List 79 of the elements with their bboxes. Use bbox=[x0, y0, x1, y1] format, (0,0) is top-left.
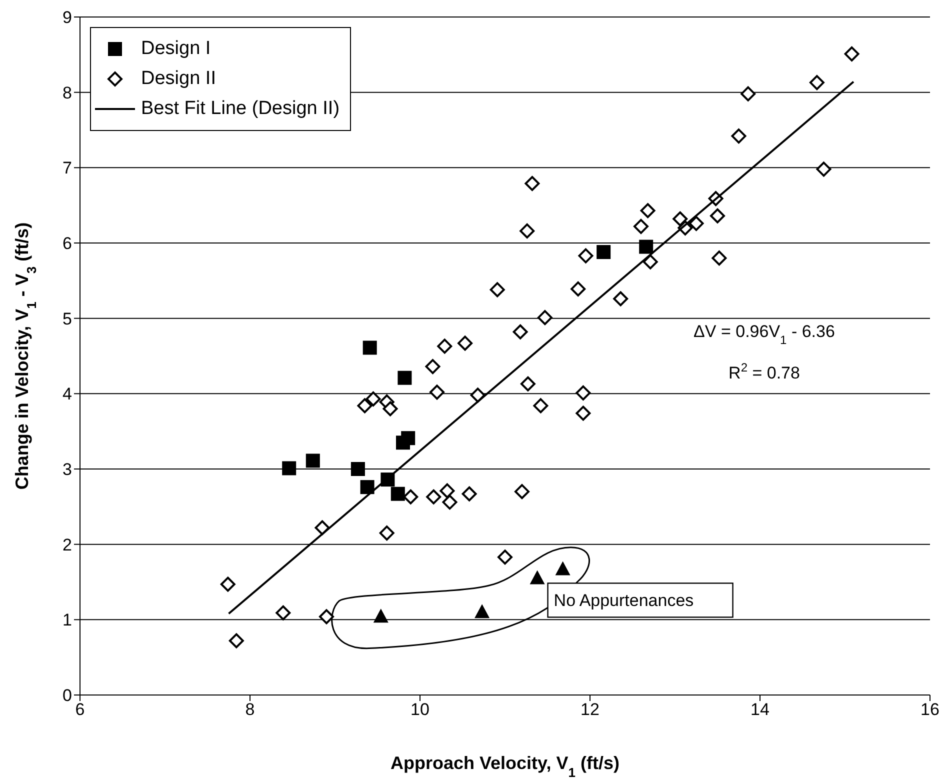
y-tick-label: 6 bbox=[62, 234, 72, 254]
point bbox=[426, 489, 442, 504]
point bbox=[712, 250, 727, 266]
point bbox=[731, 128, 746, 144]
point bbox=[533, 398, 548, 414]
point bbox=[537, 310, 552, 326]
point bbox=[514, 484, 530, 500]
point bbox=[512, 324, 528, 340]
x-tick-label: 16 bbox=[920, 700, 940, 720]
x-tick-label: 12 bbox=[580, 700, 600, 720]
y-tick-label: 7 bbox=[62, 158, 72, 178]
point bbox=[576, 385, 591, 400]
point bbox=[578, 248, 594, 264]
legend-label: Design I bbox=[141, 38, 211, 59]
x-tick-label: 10 bbox=[410, 700, 430, 720]
point bbox=[524, 176, 540, 191]
x-axis-title: Approach Velocity, V$_{1}$ (ft/s) bbox=[390, 753, 620, 780]
point bbox=[373, 608, 388, 623]
point bbox=[672, 211, 688, 226]
y-tick-label: 9 bbox=[62, 8, 72, 28]
point bbox=[282, 461, 296, 476]
point bbox=[844, 46, 860, 62]
point bbox=[357, 398, 372, 414]
point bbox=[382, 401, 398, 416]
point bbox=[555, 561, 570, 576]
point bbox=[809, 75, 824, 90]
point bbox=[639, 240, 654, 254]
point bbox=[474, 604, 490, 618]
point bbox=[425, 359, 440, 374]
y-tick-label: 3 bbox=[62, 460, 72, 480]
legend-label: Design II bbox=[141, 68, 216, 89]
point bbox=[390, 486, 405, 501]
y-tick-label: 2 bbox=[62, 535, 72, 554]
point bbox=[576, 406, 591, 421]
point bbox=[520, 376, 536, 392]
point bbox=[596, 245, 611, 260]
point bbox=[640, 203, 656, 218]
point bbox=[520, 223, 535, 238]
point bbox=[366, 391, 381, 406]
y-tick-label: 0 bbox=[62, 686, 72, 706]
point bbox=[530, 570, 545, 584]
y-tick-label: 5 bbox=[62, 309, 72, 328]
x-tick-label: 8 bbox=[245, 700, 255, 720]
y-tick-label: 4 bbox=[62, 384, 72, 404]
point bbox=[498, 550, 512, 565]
x-tick-label: 6 bbox=[75, 700, 85, 720]
point bbox=[398, 370, 412, 385]
annotation: ΔV = 0.96V$_{1}$ - 6.36 bbox=[694, 322, 835, 348]
point bbox=[688, 216, 704, 231]
point bbox=[276, 605, 291, 620]
point bbox=[634, 218, 648, 234]
y-tick-label: 1 bbox=[62, 610, 72, 630]
annotation: R$^{2}$ = 0.78 bbox=[728, 360, 800, 383]
point bbox=[228, 633, 244, 648]
y-tick-label: 8 bbox=[62, 83, 72, 102]
point bbox=[613, 291, 628, 306]
point bbox=[437, 338, 452, 354]
point bbox=[462, 486, 477, 502]
point bbox=[360, 480, 374, 494]
point bbox=[710, 208, 725, 224]
point bbox=[306, 454, 320, 468]
point bbox=[379, 526, 394, 541]
annotation: No Appurtenances bbox=[554, 591, 694, 610]
point bbox=[350, 462, 365, 476]
point bbox=[442, 494, 458, 510]
point bbox=[362, 340, 377, 355]
point bbox=[220, 576, 236, 592]
point bbox=[816, 162, 832, 177]
point bbox=[490, 282, 505, 298]
point bbox=[458, 336, 473, 351]
point bbox=[403, 489, 418, 504]
point bbox=[440, 483, 455, 498]
point bbox=[319, 609, 334, 624]
point bbox=[740, 86, 756, 102]
point bbox=[570, 281, 586, 296]
x-tick-label: 14 bbox=[750, 700, 770, 720]
point bbox=[430, 384, 444, 400]
point bbox=[642, 254, 658, 270]
legend-label: Best Fit Line (Design II) bbox=[141, 98, 340, 119]
